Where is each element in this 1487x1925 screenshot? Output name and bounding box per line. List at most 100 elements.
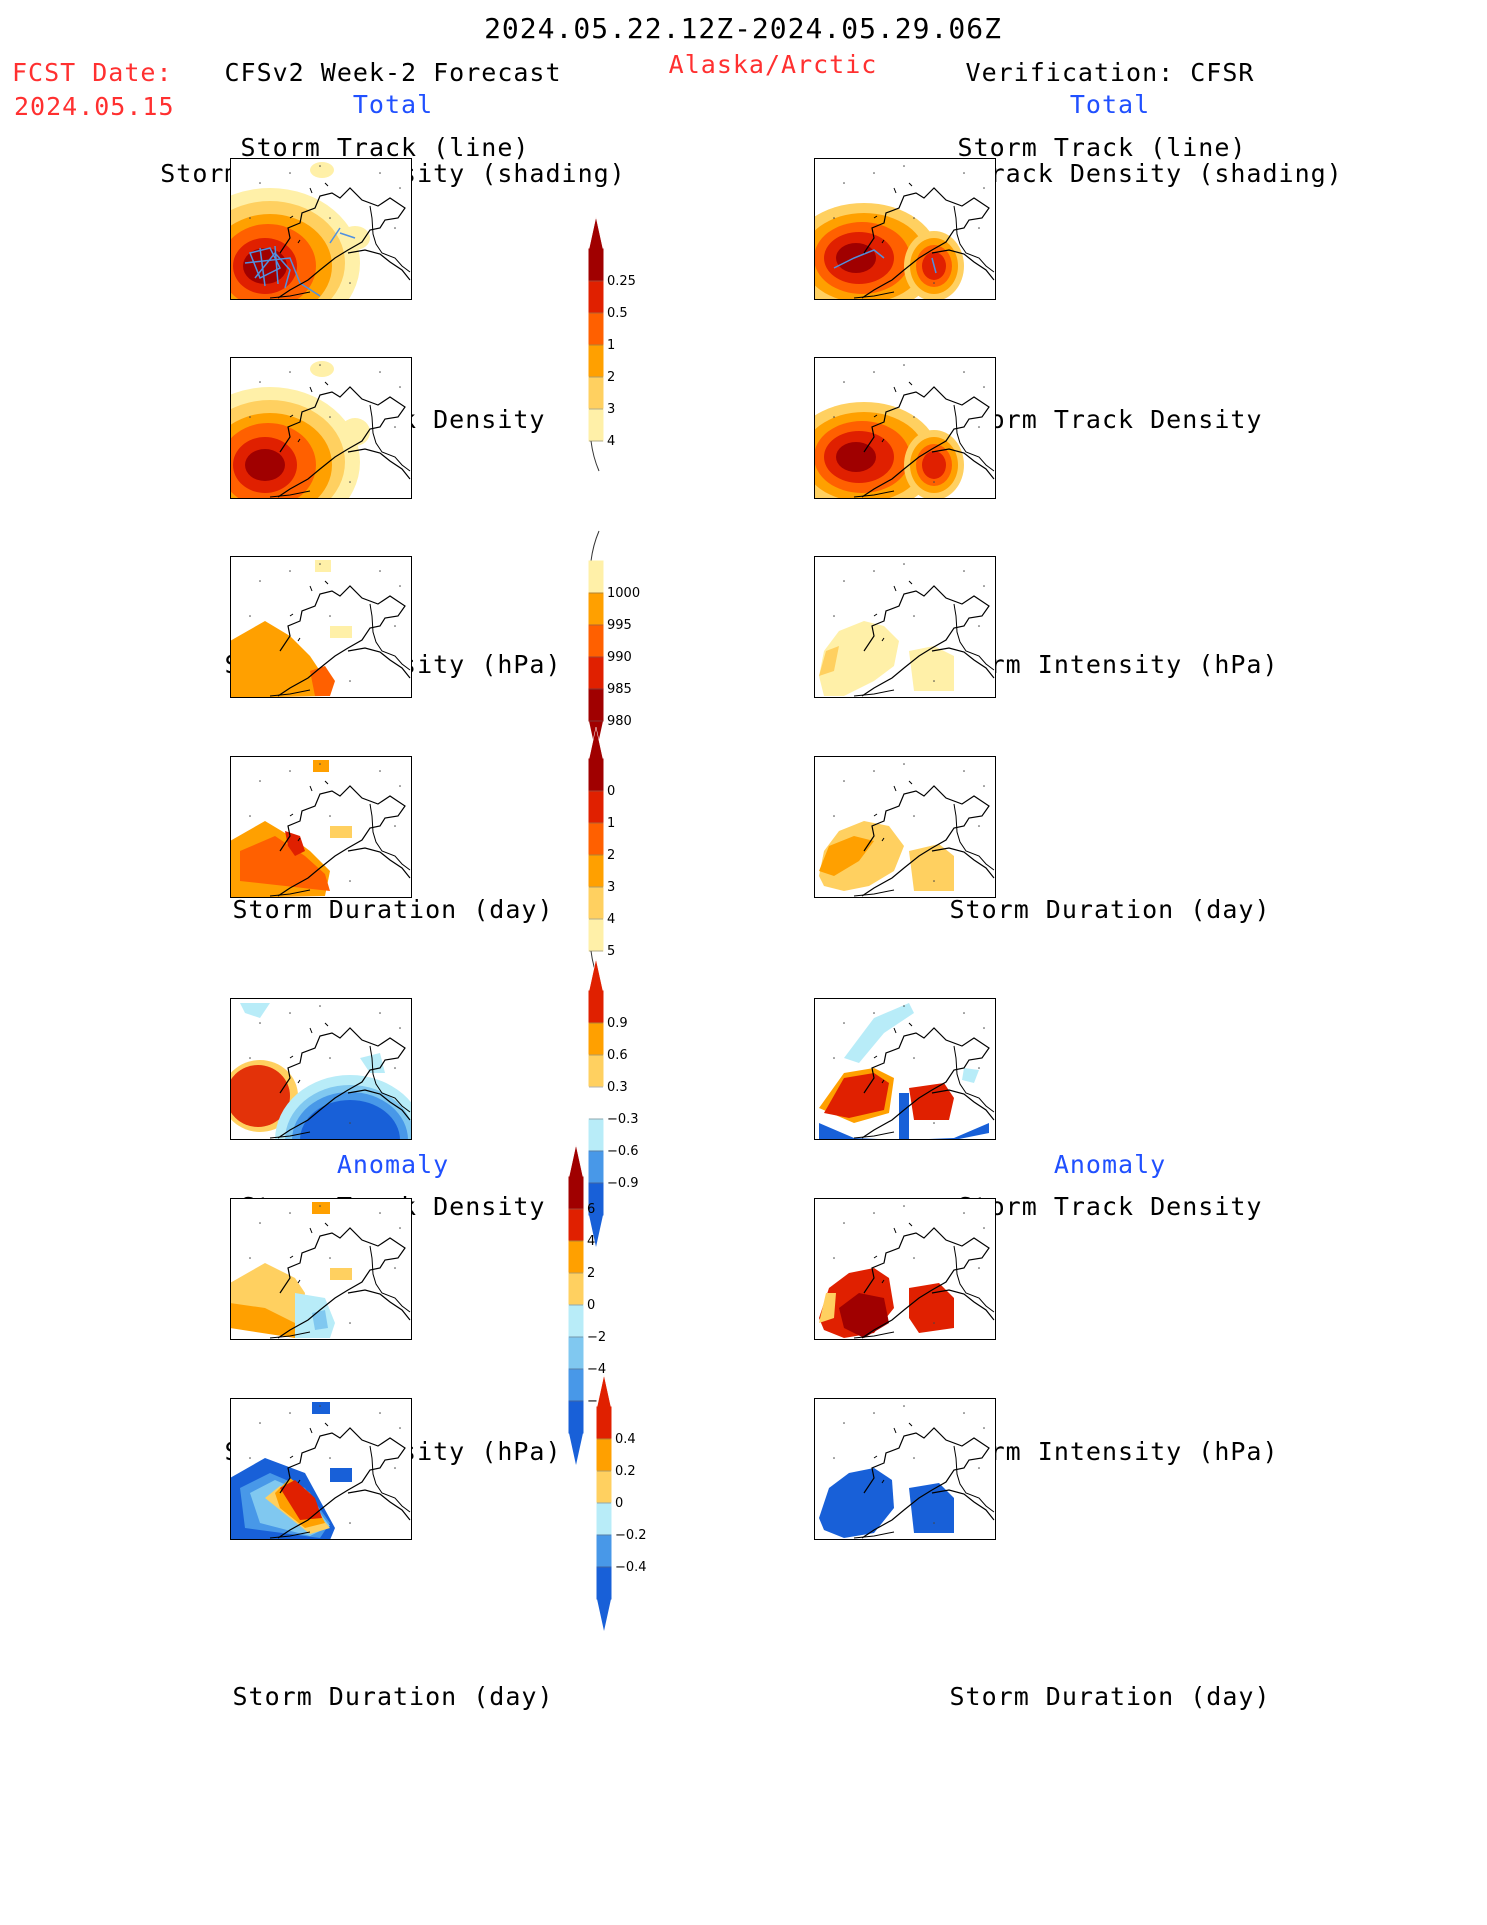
colorbar-tick-label: 0.25 bbox=[607, 274, 636, 289]
colorbar-tip-top bbox=[588, 726, 604, 760]
panel-title-r5: Storm Track Density bbox=[957, 1192, 1263, 1221]
colorbar-tip-bottom bbox=[597, 1599, 611, 1631]
colorbar-segment bbox=[588, 886, 604, 920]
colorbar-segment bbox=[596, 1470, 612, 1504]
colorbar-tick-label: 0.9 bbox=[607, 1016, 628, 1031]
colorbar-tick-label: 1 bbox=[607, 816, 615, 831]
colorbar-segment bbox=[568, 1272, 584, 1306]
colorbar-tick-label: 0 bbox=[615, 1496, 623, 1511]
colorbar-tick-label: 995 bbox=[607, 618, 632, 633]
map-fcst-intensity-anomaly bbox=[230, 1198, 412, 1340]
colorbar-tick-label: 2 bbox=[607, 370, 615, 385]
map-cfsr-duration bbox=[814, 756, 996, 898]
colorbar-segment bbox=[588, 408, 604, 442]
colorbar-intensity-total: 1000 995 990 985 980 bbox=[588, 530, 640, 753]
map-cfsr-track bbox=[814, 158, 996, 300]
panel-title-r4: Storm Duration (day) bbox=[949, 895, 1271, 924]
forecast-period: 2024.05.22.12Z-2024.05.29.06Z bbox=[484, 12, 1002, 45]
colorbar-tick-label: −0.6 bbox=[607, 1144, 639, 1159]
colorbar-segment bbox=[568, 1240, 584, 1274]
map-fcst-intensity bbox=[230, 556, 412, 698]
colorbar-duration-total: 0 1 2 3 4 5 bbox=[588, 726, 615, 982]
colorbar-tick-label: −0.9 bbox=[607, 1176, 639, 1191]
colorbar-tick-label: 4 bbox=[587, 1234, 595, 1249]
colorbar-segment bbox=[588, 758, 604, 792]
region-title: Alaska/Arctic bbox=[668, 50, 878, 79]
colorbar-segment bbox=[596, 1566, 612, 1600]
left-anomaly-label: Anomaly bbox=[336, 1150, 450, 1179]
colorbar-segment bbox=[568, 1336, 584, 1370]
colorbar-density-anomaly: 0.9 0.6 0.3 −0.3 −0.6 −0.9 bbox=[588, 958, 639, 1247]
colorbar-tip-top bbox=[588, 958, 604, 992]
colorbar-tick-label: 5 bbox=[607, 944, 615, 959]
colorbar-tick-label: 6 bbox=[587, 1202, 595, 1217]
map-cfsr-density-anomaly bbox=[814, 998, 996, 1140]
panel-title-r2: Storm Track Density bbox=[957, 405, 1263, 434]
colorbar-segment bbox=[588, 624, 604, 658]
colorbar-tick-label: 0.5 bbox=[607, 306, 628, 321]
map-fcst-density-anomaly bbox=[230, 998, 412, 1140]
colorbar-segment bbox=[596, 1438, 612, 1472]
colorbar-segment bbox=[588, 918, 604, 952]
colorbar-tick-label: 1 bbox=[607, 338, 615, 353]
map-fcst-duration bbox=[230, 756, 412, 898]
map-fcst-density bbox=[230, 357, 412, 499]
map-fcst-track bbox=[230, 158, 412, 300]
right-total-label: Total bbox=[1069, 90, 1151, 119]
panel-title-r1a: Storm Track (line) bbox=[957, 133, 1247, 162]
panel-title-r6: Storm Intensity (hPa) bbox=[941, 1437, 1279, 1466]
colorbar-tick-label: 4 bbox=[607, 434, 615, 449]
colorbar-tick-label: 0 bbox=[587, 1298, 595, 1313]
colorbar-tick-label: 4 bbox=[607, 912, 615, 927]
colorbar-tail-top bbox=[590, 530, 600, 562]
colorbar-segment bbox=[588, 312, 604, 346]
panel-title-l4: Storm Duration (day) bbox=[232, 895, 554, 924]
panel-title-l1a: Storm Track (line) bbox=[240, 133, 530, 162]
colorbar-segment bbox=[588, 376, 604, 410]
colorbar-tip-bottom bbox=[569, 1433, 583, 1465]
colorbar-segment bbox=[568, 1208, 584, 1242]
colorbar-tip-bottom bbox=[589, 1215, 603, 1247]
colorbar-segment bbox=[588, 592, 604, 626]
colorbar-segment bbox=[588, 344, 604, 378]
colorbar-tip-top bbox=[568, 1144, 584, 1178]
colorbar-tip-top bbox=[596, 1374, 612, 1408]
colorbar-segment bbox=[568, 1176, 584, 1210]
colorbar-tick-label: 985 bbox=[607, 682, 632, 697]
colorbar-tick-label: −0.3 bbox=[607, 1112, 639, 1127]
colorbar-segment bbox=[596, 1534, 612, 1568]
colorbar-density-total: 0.25 0.5 1 2 3 4 bbox=[588, 216, 636, 472]
colorbar-tick-label: 2 bbox=[587, 1266, 595, 1281]
colorbar-tick-label: 980 bbox=[607, 714, 632, 729]
colorbar-tick-label: 0.3 bbox=[607, 1080, 628, 1095]
right-column-title: Verification: CFSR bbox=[965, 58, 1255, 87]
left-column-title: CFSv2 Week-2 Forecast bbox=[224, 58, 562, 87]
panel-title-l7: Storm Duration (day) bbox=[232, 1682, 554, 1711]
map-cfsr-intensity-anomaly bbox=[814, 1198, 996, 1340]
colorbar-segment bbox=[588, 656, 604, 690]
fcst-date-value: 2024.05.15 bbox=[14, 92, 175, 121]
colorbar-tick-label: 3 bbox=[607, 880, 615, 895]
map-cfsr-intensity bbox=[814, 556, 996, 698]
colorbar-segment bbox=[588, 688, 604, 722]
colorbar-segment bbox=[588, 854, 604, 888]
colorbar-tick-label: 0.4 bbox=[615, 1432, 636, 1447]
colorbar-tick-label: 0.6 bbox=[607, 1048, 628, 1063]
colorbar-tick-label: −2 bbox=[587, 1330, 606, 1345]
colorbar-segment bbox=[588, 1054, 604, 1088]
colorbar-tail-bottom bbox=[590, 440, 600, 472]
map-cfsr-duration-anomaly bbox=[814, 1398, 996, 1540]
left-total-label: Total bbox=[352, 90, 434, 119]
colorbar-tip-top bbox=[588, 216, 604, 250]
colorbar-segment bbox=[588, 248, 604, 282]
colorbar-segment bbox=[588, 560, 604, 594]
colorbar-segment bbox=[588, 280, 604, 314]
colorbar-tick-label: 0.2 bbox=[615, 1464, 636, 1479]
colorbar-segment bbox=[588, 990, 604, 1024]
panel-title-r7: Storm Duration (day) bbox=[949, 1682, 1271, 1711]
colorbar-tick-label: −0.4 bbox=[615, 1560, 647, 1575]
colorbar-segment bbox=[588, 790, 604, 824]
colorbar-tick-label: 3 bbox=[607, 402, 615, 417]
colorbar-tick-label: 2 bbox=[607, 848, 615, 863]
colorbar-segment bbox=[596, 1502, 612, 1536]
